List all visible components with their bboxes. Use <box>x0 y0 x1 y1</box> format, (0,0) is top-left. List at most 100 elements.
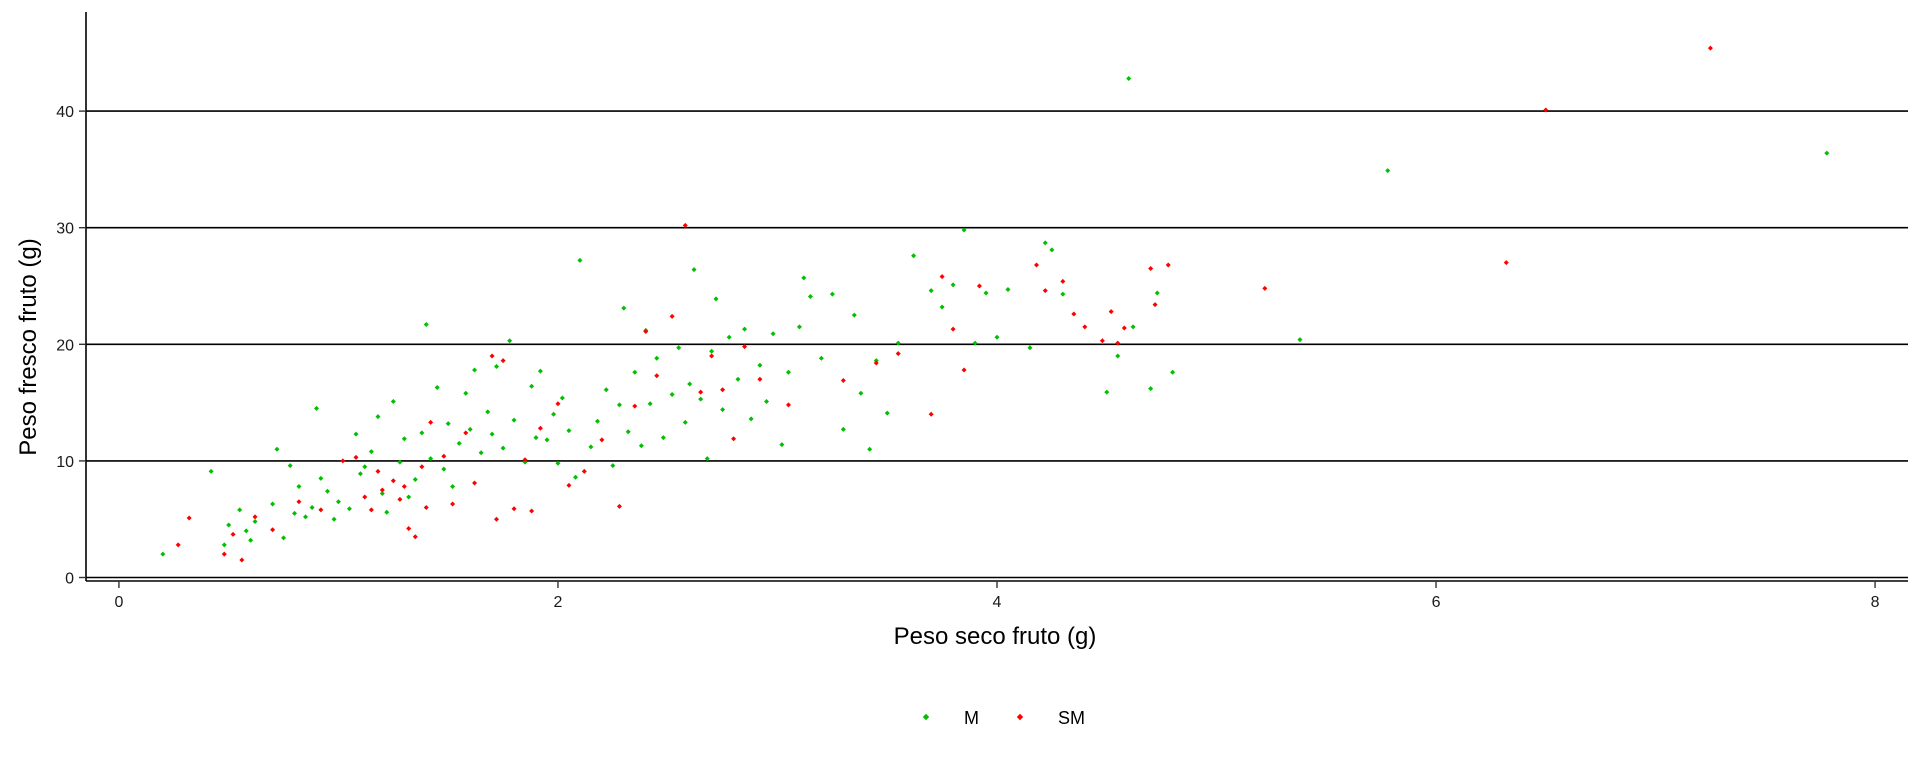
point-M-116 <box>1027 345 1033 351</box>
legend-label-M: M <box>964 708 979 728</box>
point-M-13 <box>296 484 302 490</box>
point-SM-45 <box>709 353 715 359</box>
point-SM-29 <box>500 358 506 364</box>
point-SM-14 <box>379 487 385 493</box>
point-M-60 <box>566 428 572 434</box>
point-M-2 <box>221 542 227 548</box>
point-M-3 <box>226 522 232 528</box>
point-M-128 <box>1385 168 1391 174</box>
point-M-40 <box>450 484 456 490</box>
x-tick-label-0: 0 <box>114 594 123 611</box>
point-M-120 <box>1104 389 1110 395</box>
point-M-18 <box>324 488 330 494</box>
point-SM-68 <box>1148 266 1154 272</box>
point-M-26 <box>375 414 381 420</box>
point-M-107 <box>911 253 917 259</box>
point-M-68 <box>621 305 627 311</box>
point-M-62 <box>577 257 583 263</box>
point-SM-6 <box>270 527 276 533</box>
point-M-121 <box>1115 353 1121 359</box>
point-SM-31 <box>522 457 528 463</box>
point-M-5 <box>243 528 249 534</box>
gridlines <box>86 110 1908 579</box>
point-SM-41 <box>654 373 660 379</box>
point-SM-42 <box>669 313 675 319</box>
point-SM-10 <box>353 454 359 460</box>
point-M-109 <box>939 304 945 310</box>
point-M-122 <box>1126 75 1132 81</box>
point-SM-27 <box>489 353 495 359</box>
point-SM-35 <box>566 482 572 488</box>
point-SM-38 <box>616 503 622 509</box>
point-M-10 <box>281 535 287 541</box>
x-axis-ticks: 0 2 4 6 8 <box>114 581 1880 611</box>
point-SM-28 <box>493 516 499 522</box>
y-tick-label-2: 20 <box>56 337 74 354</box>
point-M-48 <box>493 363 499 369</box>
point-M-127 <box>1297 337 1303 343</box>
point-SM-25 <box>463 430 469 436</box>
point-M-21 <box>346 506 352 512</box>
point-M-37 <box>434 384 440 390</box>
point-SM-49 <box>757 376 763 382</box>
point-M-50 <box>507 338 513 344</box>
point-M-31 <box>401 436 407 442</box>
point-M-27 <box>379 491 385 497</box>
point-M-70 <box>632 369 638 375</box>
point-M-73 <box>647 401 653 407</box>
point-M-88 <box>742 326 748 332</box>
point-M-119 <box>1060 291 1066 297</box>
point-M-85 <box>720 407 726 413</box>
point-M-6 <box>248 537 254 543</box>
point-SM-4 <box>239 557 245 563</box>
point-M-46 <box>485 409 491 415</box>
point-SM-67 <box>1121 325 1127 331</box>
point-M-14 <box>303 514 309 520</box>
point-SM-15 <box>390 478 396 484</box>
point-SM-55 <box>939 274 945 280</box>
point-M-4 <box>237 507 243 513</box>
legend: M SM <box>922 708 1085 728</box>
point-SM-60 <box>1042 288 1048 294</box>
point-M-92 <box>770 331 776 337</box>
point-M-124 <box>1148 386 1154 392</box>
y-tick-label-4: 40 <box>56 104 74 121</box>
point-SM-32 <box>529 508 535 514</box>
point-M-129 <box>1824 150 1830 156</box>
point-M-45 <box>478 450 484 456</box>
point-M-20 <box>335 499 341 505</box>
point-M-8 <box>270 501 276 507</box>
point-M-100 <box>840 426 846 432</box>
data-points <box>160 45 1830 563</box>
point-M-118 <box>1049 247 1055 253</box>
point-M-89 <box>748 416 754 422</box>
point-M-125 <box>1154 290 1160 296</box>
point-SM-36 <box>581 468 587 474</box>
point-SM-18 <box>406 526 412 532</box>
point-SM-22 <box>428 419 434 425</box>
legend-marker-M <box>922 713 930 721</box>
point-SM-1 <box>186 515 192 521</box>
point-M-39 <box>445 421 451 427</box>
point-M-123 <box>1130 324 1136 330</box>
point-M-35 <box>423 321 429 327</box>
point-SM-72 <box>1503 260 1509 266</box>
point-M-54 <box>533 435 539 441</box>
point-M-99 <box>829 291 835 297</box>
point-SM-59 <box>1034 262 1040 268</box>
point-M-114 <box>994 334 1000 340</box>
point-M-53 <box>529 383 535 389</box>
point-SM-7 <box>296 499 302 505</box>
point-SM-51 <box>840 377 846 383</box>
point-SM-47 <box>731 436 737 442</box>
point-SM-53 <box>895 351 901 357</box>
point-M-58 <box>555 460 561 466</box>
point-M-79 <box>687 381 693 387</box>
point-SM-17 <box>401 484 407 490</box>
point-M-102 <box>858 390 864 396</box>
point-SM-73 <box>1543 107 1549 113</box>
point-SM-50 <box>785 402 791 408</box>
point-SM-21 <box>423 505 429 511</box>
point-SM-48 <box>742 344 748 350</box>
